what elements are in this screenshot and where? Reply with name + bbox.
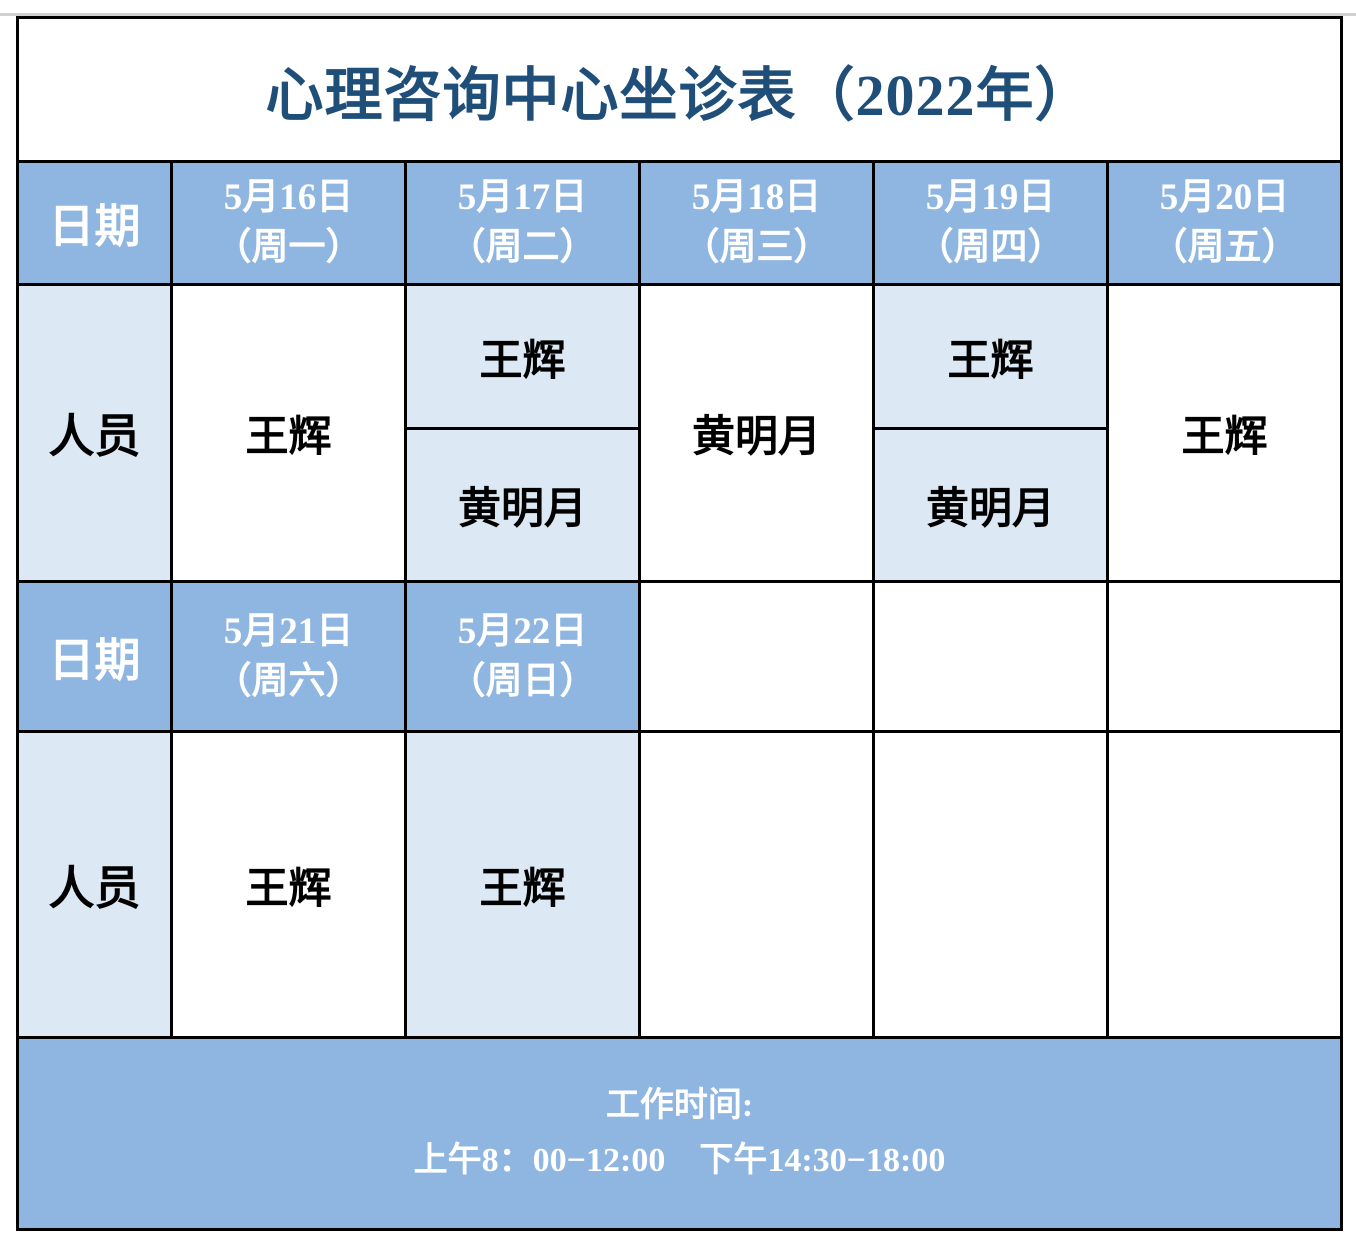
week2-empty-day-2 — [872, 580, 1109, 733]
cell-sat-person: 王辉 — [170, 730, 407, 1039]
week2-person-label: 人员 — [16, 730, 173, 1039]
cell-sun-person: 王辉 — [404, 730, 641, 1039]
week1-day-mon: 5月16日 （周一） — [170, 160, 407, 286]
week1-day-thu: 5月19日 （周四） — [872, 160, 1109, 286]
week2-empty-person-3 — [1105, 730, 1344, 1039]
weekday-text: （周三） — [682, 227, 831, 268]
week1-person-label: 人员 — [16, 283, 173, 583]
date-text: 5月19日 — [925, 177, 1056, 219]
working-hours-detail: 上午8：00−12:00 下午14:30−18:00 — [413, 1141, 946, 1179]
top-divider — [0, 13, 1356, 16]
weekday-text: （周六） — [214, 660, 363, 702]
week1-day-tue: 5月17日 （周二） — [404, 160, 641, 286]
footer-row: 工作时间: 上午8：00−12:00 下午14:30−18:00 — [15, 1036, 1344, 1231]
weekday-text: （周五） — [1150, 227, 1299, 268]
cell-thu-person-first: 王辉 — [872, 283, 1109, 430]
week1-day-fri: 5月20日 （周五） — [1105, 160, 1344, 286]
week2-empty-day-1 — [638, 580, 875, 733]
cell-tue-person-first: 王辉 — [404, 283, 641, 430]
date-text: 5月18日 — [691, 177, 822, 219]
cell-wed-person: 黄明月 — [638, 283, 875, 583]
weekday-text: （周一） — [214, 227, 363, 268]
week2-date-label: 日期 — [16, 580, 173, 733]
schedule-table: 心理咨询中心坐诊表（2022年） 日期 5月16日 （周一） 5月17日 （周二… — [15, 16, 1344, 1231]
title-row: 心理咨询中心坐诊表（2022年） — [15, 16, 1344, 163]
week1-date-row: 日期 5月16日 （周一） 5月17日 （周二） 5月18日 （周三） 5月19… — [16, 160, 1344, 286]
week2-empty-person-1 — [638, 730, 875, 1039]
cell-fri-person: 王辉 — [1105, 283, 1344, 583]
date-text: 5月20日 — [1159, 177, 1290, 219]
week1-person-row-upper: 人员 王辉 王辉 黄明月 王辉 王辉 — [16, 283, 1344, 583]
week1-person-row-lower: 黄明月 黄明月 — [18, 427, 1342, 583]
date-text: 5月21日 — [223, 610, 354, 652]
weekday-text: （周二） — [448, 227, 597, 268]
week2-person-row: 人员 王辉 王辉 — [16, 730, 1344, 1039]
weekday-text: （周四） — [916, 227, 1065, 268]
date-text: 5月16日 — [223, 177, 354, 219]
week2-day-sat: 5月21日 （周六） — [170, 580, 407, 733]
week2-day-sun: 5月22日 （周日） — [404, 580, 641, 733]
date-text: 5月22日 — [457, 610, 588, 652]
week1-date-label: 日期 — [16, 160, 173, 286]
cell-tue-person-second: 黄明月 — [404, 427, 641, 583]
working-hours-banner: 工作时间: 上午8：00−12:00 下午14:30−18:00 — [15, 1036, 1344, 1231]
page-title: 心理咨询中心坐诊表（2022年） — [15, 16, 1344, 163]
week2-date-row: 日期 5月21日 （周六） 5月22日 （周日） — [16, 580, 1344, 733]
cell-mon-person: 王辉 — [170, 283, 407, 583]
working-hours-title: 工作时间: — [605, 1087, 754, 1125]
week2-empty-person-2 — [872, 730, 1109, 1039]
week1-day-wed: 5月18日 （周三） — [638, 160, 875, 286]
weekday-text: （周日） — [448, 660, 597, 702]
cell-thu-person-second: 黄明月 — [872, 427, 1109, 583]
week2-empty-day-3 — [1105, 580, 1344, 733]
date-text: 5月17日 — [457, 177, 588, 219]
